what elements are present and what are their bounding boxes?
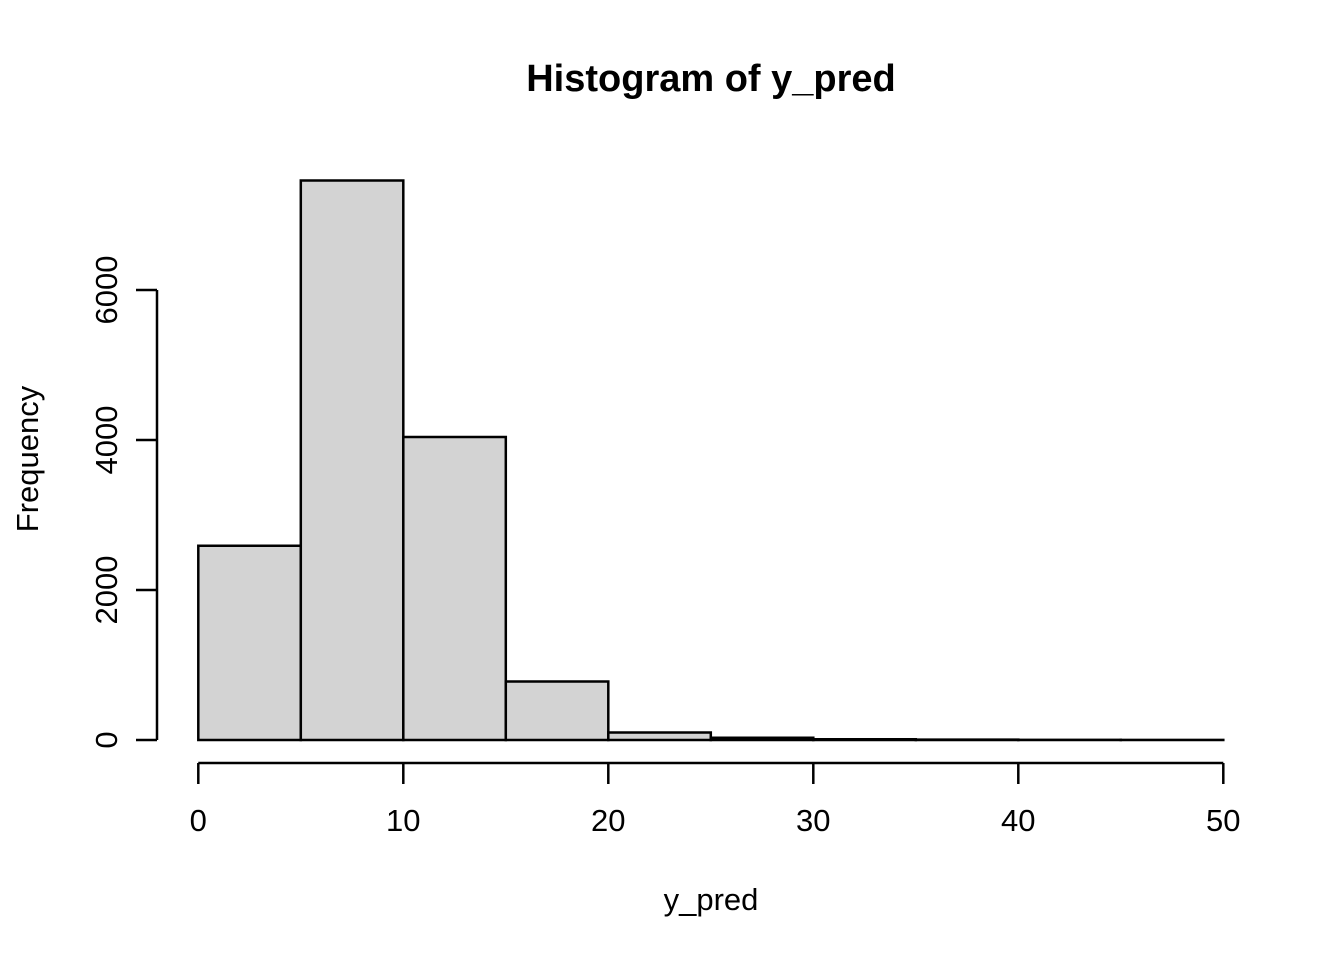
y-tick-label: 4000 bbox=[89, 406, 124, 475]
histogram-bar bbox=[197, 544, 303, 742]
chart-title: Histogram of y_pred bbox=[526, 58, 896, 100]
histogram-bar bbox=[812, 738, 918, 742]
y-tick-label: 6000 bbox=[89, 256, 124, 325]
histogram-bar bbox=[402, 435, 508, 742]
histogram-bar bbox=[299, 179, 405, 742]
histogram-bar bbox=[504, 680, 610, 742]
x-tick-label: 10 bbox=[386, 803, 420, 838]
x-tick-label: 50 bbox=[1206, 803, 1240, 838]
x-tick-label: 20 bbox=[591, 803, 625, 838]
y-tick-label: 2000 bbox=[89, 556, 124, 625]
x-tick-label: 40 bbox=[1001, 803, 1035, 838]
y-tick-label: 0 bbox=[89, 731, 124, 748]
histogram-bar bbox=[607, 731, 713, 742]
x-tick-label: 30 bbox=[796, 803, 830, 838]
x-axis-label: y_pred bbox=[663, 882, 759, 917]
histogram-bar bbox=[709, 736, 815, 742]
x-tick-label: 0 bbox=[190, 803, 207, 838]
